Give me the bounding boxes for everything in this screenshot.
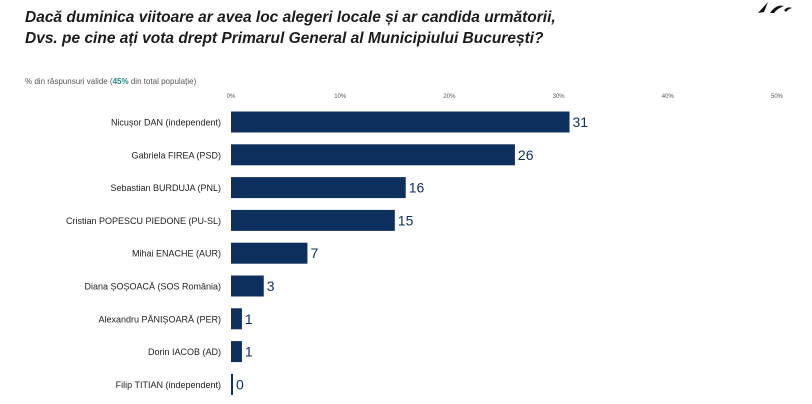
x-tick-label: 30% [553,94,566,100]
subtitle-prefix: % din răspunsuri valide ( [25,77,113,86]
title-line-1: Dacă duminica viitoare ar avea loc alege… [25,9,556,26]
bar [231,177,406,199]
data-label: 3 [267,278,275,294]
category-label: Mihai ENACHE (AUR) [132,249,221,259]
category-label: Alexandru PĂNIȘOARĂ (PER) [98,314,221,324]
bird-logo-icon [758,2,792,13]
bar [231,242,308,264]
subtitle-suffix: din total populație) [128,77,197,86]
x-tick-label: 50% [771,94,784,100]
bar [231,111,570,133]
bar [231,144,515,166]
data-label: 31 [573,114,589,130]
category-label: Filip TITIAN (independent) [116,380,221,390]
category-label: Cristian POPESCU PIEDONE (PU-SL) [66,216,221,226]
category-label: Gabriela FIREA (PSD) [131,150,221,160]
bar [231,308,242,330]
bar [231,209,395,231]
category-label: Diana ȘOȘOACĂ (SOS România) [84,282,221,292]
bar [231,373,233,395]
data-label: 7 [310,245,318,261]
category-label: Nicușor DAN (independent) [111,118,221,128]
data-label: 1 [245,344,253,360]
data-label: 1 [245,311,253,327]
chart-title: Dacă duminica viitoare ar avea loc alege… [25,7,725,49]
category-label: Dorin IACOB (AD) [148,347,221,357]
title-line-2: Dvs. pe cine ați vota drept Primarul Gen… [25,30,544,47]
category-label: Sebastian BURDUJA (PNL) [110,183,221,193]
x-tick-label: 10% [334,94,347,100]
data-label: 0 [236,376,244,392]
x-tick-label: 20% [443,94,456,100]
x-tick-label: 40% [662,94,675,100]
chart-subtitle: % din răspunsuri valide (45% din total p… [25,77,196,86]
data-label: 16 [409,180,425,196]
subtitle-highlight: 45% [112,77,129,86]
data-label: 26 [518,147,534,163]
x-tick-label: 0% [227,94,236,100]
bar [231,341,242,363]
bar [231,275,264,297]
data-label: 15 [398,212,414,228]
